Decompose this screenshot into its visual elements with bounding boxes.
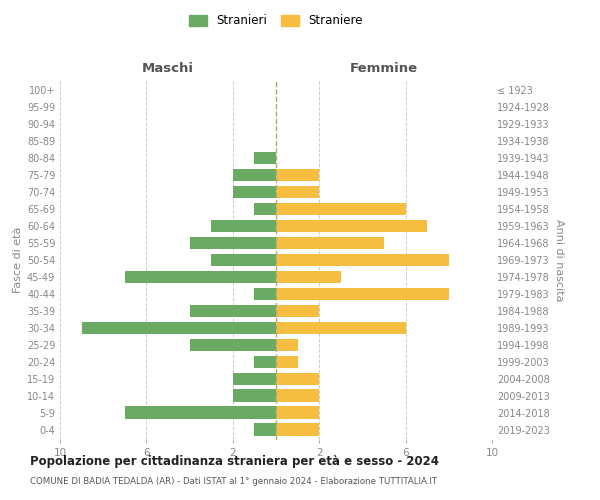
- Y-axis label: Fasce di età: Fasce di età: [13, 227, 23, 293]
- Bar: [276, 372, 319, 385]
- Bar: [125, 406, 276, 419]
- Bar: [276, 168, 319, 181]
- Bar: [254, 152, 276, 164]
- Bar: [254, 356, 276, 368]
- Legend: Stranieri, Straniere: Stranieri, Straniere: [185, 11, 367, 31]
- Bar: [276, 304, 319, 318]
- Bar: [190, 236, 276, 250]
- Y-axis label: Anni di nascita: Anni di nascita: [554, 219, 563, 301]
- Bar: [276, 254, 449, 266]
- Bar: [82, 322, 276, 334]
- Bar: [190, 338, 276, 351]
- Bar: [276, 236, 384, 250]
- Bar: [276, 202, 406, 215]
- Bar: [276, 270, 341, 283]
- Text: Maschi: Maschi: [142, 62, 194, 75]
- Bar: [276, 356, 298, 368]
- Bar: [276, 390, 319, 402]
- Bar: [125, 270, 276, 283]
- Bar: [276, 406, 319, 419]
- Bar: [254, 288, 276, 300]
- Bar: [276, 220, 427, 232]
- Bar: [276, 322, 406, 334]
- Bar: [211, 254, 276, 266]
- Bar: [254, 202, 276, 215]
- Bar: [211, 220, 276, 232]
- Bar: [276, 186, 319, 198]
- Bar: [233, 390, 276, 402]
- Bar: [276, 288, 449, 300]
- Text: Femmine: Femmine: [350, 62, 418, 75]
- Bar: [190, 304, 276, 318]
- Bar: [233, 168, 276, 181]
- Bar: [276, 424, 319, 436]
- Bar: [254, 424, 276, 436]
- Text: Popolazione per cittadinanza straniera per età e sesso - 2024: Popolazione per cittadinanza straniera p…: [30, 455, 439, 468]
- Bar: [233, 186, 276, 198]
- Bar: [276, 338, 298, 351]
- Text: COMUNE DI BADIA TEDALDA (AR) - Dati ISTAT al 1° gennaio 2024 - Elaborazione TUTT: COMUNE DI BADIA TEDALDA (AR) - Dati ISTA…: [30, 478, 437, 486]
- Bar: [233, 372, 276, 385]
